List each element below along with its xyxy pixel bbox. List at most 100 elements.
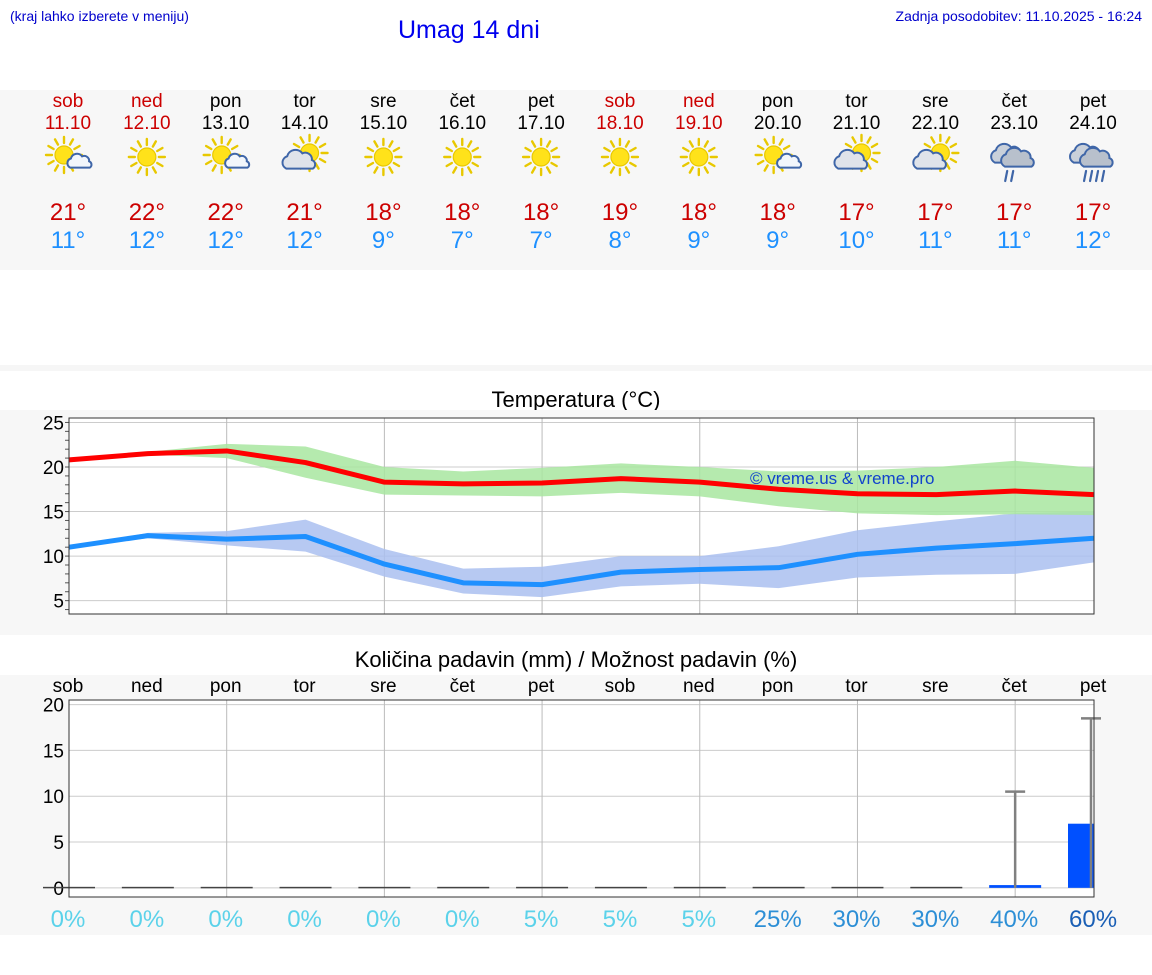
sun-ray [151, 166, 158, 174]
min-temperature: 7° [530, 227, 553, 254]
rain-drop [1088, 169, 1094, 183]
daily-forecast-svg: sob11.1021°11°ned12.1022°12°pon13.1022°1… [44, 91, 1117, 254]
precipitation-bar [910, 886, 963, 889]
min-temperature: 12° [1075, 227, 1111, 254]
temperature-chart: 5 10 15 20 25 © vreme.us & vreme.pro [43, 413, 1095, 615]
day-label: sob [53, 676, 84, 697]
sun-shape [443, 137, 482, 177]
sun-ray [524, 146, 532, 153]
location-menu-hint[interactable]: (kraj lahko izberete v meniju) [10, 8, 189, 24]
min-temperature: 12° [208, 227, 244, 254]
day-date: 21.10 [833, 113, 881, 134]
max-temperature: 19° [602, 199, 638, 226]
sun-ray [688, 166, 694, 174]
sun-icon [600, 137, 640, 177]
precipitation-bar [752, 886, 805, 889]
cloud-shape [912, 148, 947, 170]
sun-ray [373, 166, 379, 174]
sun-ray [609, 166, 616, 174]
day-name: pet [528, 91, 555, 112]
day-name: sre [922, 91, 948, 112]
sun-disc [452, 147, 472, 167]
sun-ray [47, 144, 55, 151]
day-date: 19.10 [675, 113, 723, 134]
precipitation-bar [437, 886, 490, 889]
max-temperature: 18° [444, 199, 480, 226]
precipitation-probability: 25% [754, 906, 802, 933]
sun-ray [204, 144, 213, 151]
precipitation-probability: 40% [990, 906, 1038, 933]
sun-ray [703, 140, 709, 148]
sun-ray [763, 138, 769, 146]
precipitation-bar [200, 886, 253, 889]
separator [0, 365, 1152, 371]
y-tick-label: 0 [53, 879, 64, 900]
sun-shape [127, 137, 167, 177]
max-temperature: 18° [760, 199, 796, 226]
sun-ray [366, 161, 375, 168]
sun-ray [388, 140, 394, 148]
day-name: čet [1002, 91, 1028, 112]
day-date: 15.10 [360, 113, 408, 134]
precipitation-probability: 5% [603, 906, 638, 933]
sun-ray [151, 140, 158, 148]
day-name: pet [1080, 91, 1107, 112]
sun-ray [844, 142, 853, 149]
precipitation-probability: 0% [445, 906, 480, 933]
sun-icon [521, 137, 561, 177]
sun-ray [530, 140, 537, 148]
sun-ray [707, 161, 716, 168]
cloud-sun-icon [281, 133, 329, 173]
precipitation-bar [358, 886, 411, 889]
precipitation-bar [831, 886, 884, 889]
rain-drop [1082, 169, 1088, 183]
min-temperature: 11° [51, 227, 86, 254]
sun-ray [467, 140, 473, 148]
precipitation-chart-area: 0 5 10 15 20 sob ned pon tor sre čet pet sob ned pon to… [0, 675, 1152, 935]
min-temperature: 10° [838, 227, 874, 254]
plot-area [69, 700, 1094, 897]
sun-icon [679, 137, 718, 177]
sun-cloud-icon [754, 135, 803, 175]
sun-shape [600, 137, 640, 177]
day-name: pon [762, 91, 794, 112]
sun-ray [136, 166, 143, 174]
rain-drop [1094, 169, 1100, 183]
rain-drop [1010, 169, 1015, 183]
max-temperature: 17° [838, 199, 874, 226]
precipitation-probability: 60% [1069, 906, 1117, 933]
sun-disc [531, 147, 551, 167]
sun-disc [689, 147, 709, 167]
precipitation-probability: 0% [51, 906, 86, 933]
min-temperature: 9° [687, 227, 710, 254]
y-tick-label: 20 [43, 696, 64, 717]
day-label: sre [922, 676, 948, 697]
sun-ray [782, 144, 791, 151]
min-temperature: 9° [766, 227, 789, 254]
day-date: 16.10 [438, 113, 486, 134]
sun-shape [679, 137, 718, 177]
sun-ray [756, 159, 765, 166]
min-temperature-range-band [69, 511, 1094, 598]
sun-shape [364, 137, 403, 177]
sun-ray [156, 161, 164, 168]
sun-ray [949, 142, 958, 149]
day-name: pon [210, 91, 242, 112]
day-name: sob [605, 91, 636, 112]
sun-ray [452, 166, 458, 174]
sun-ray [73, 144, 81, 151]
min-temperature-line [68, 533, 1095, 588]
sun-ray [211, 164, 217, 172]
day-name: sob [53, 91, 84, 112]
sun-ray [524, 161, 532, 168]
sun-ray [603, 146, 611, 153]
sun-ray [136, 140, 143, 148]
sun-ray [68, 138, 75, 146]
day-label: sob [605, 676, 636, 697]
plot-border [68, 417, 1095, 615]
y-tick-label: 15 [43, 741, 64, 762]
min-temperature: 9° [372, 227, 395, 254]
sun-icon [364, 137, 403, 177]
y-tick-label: 5 [53, 833, 64, 854]
sun-ray [292, 142, 301, 149]
